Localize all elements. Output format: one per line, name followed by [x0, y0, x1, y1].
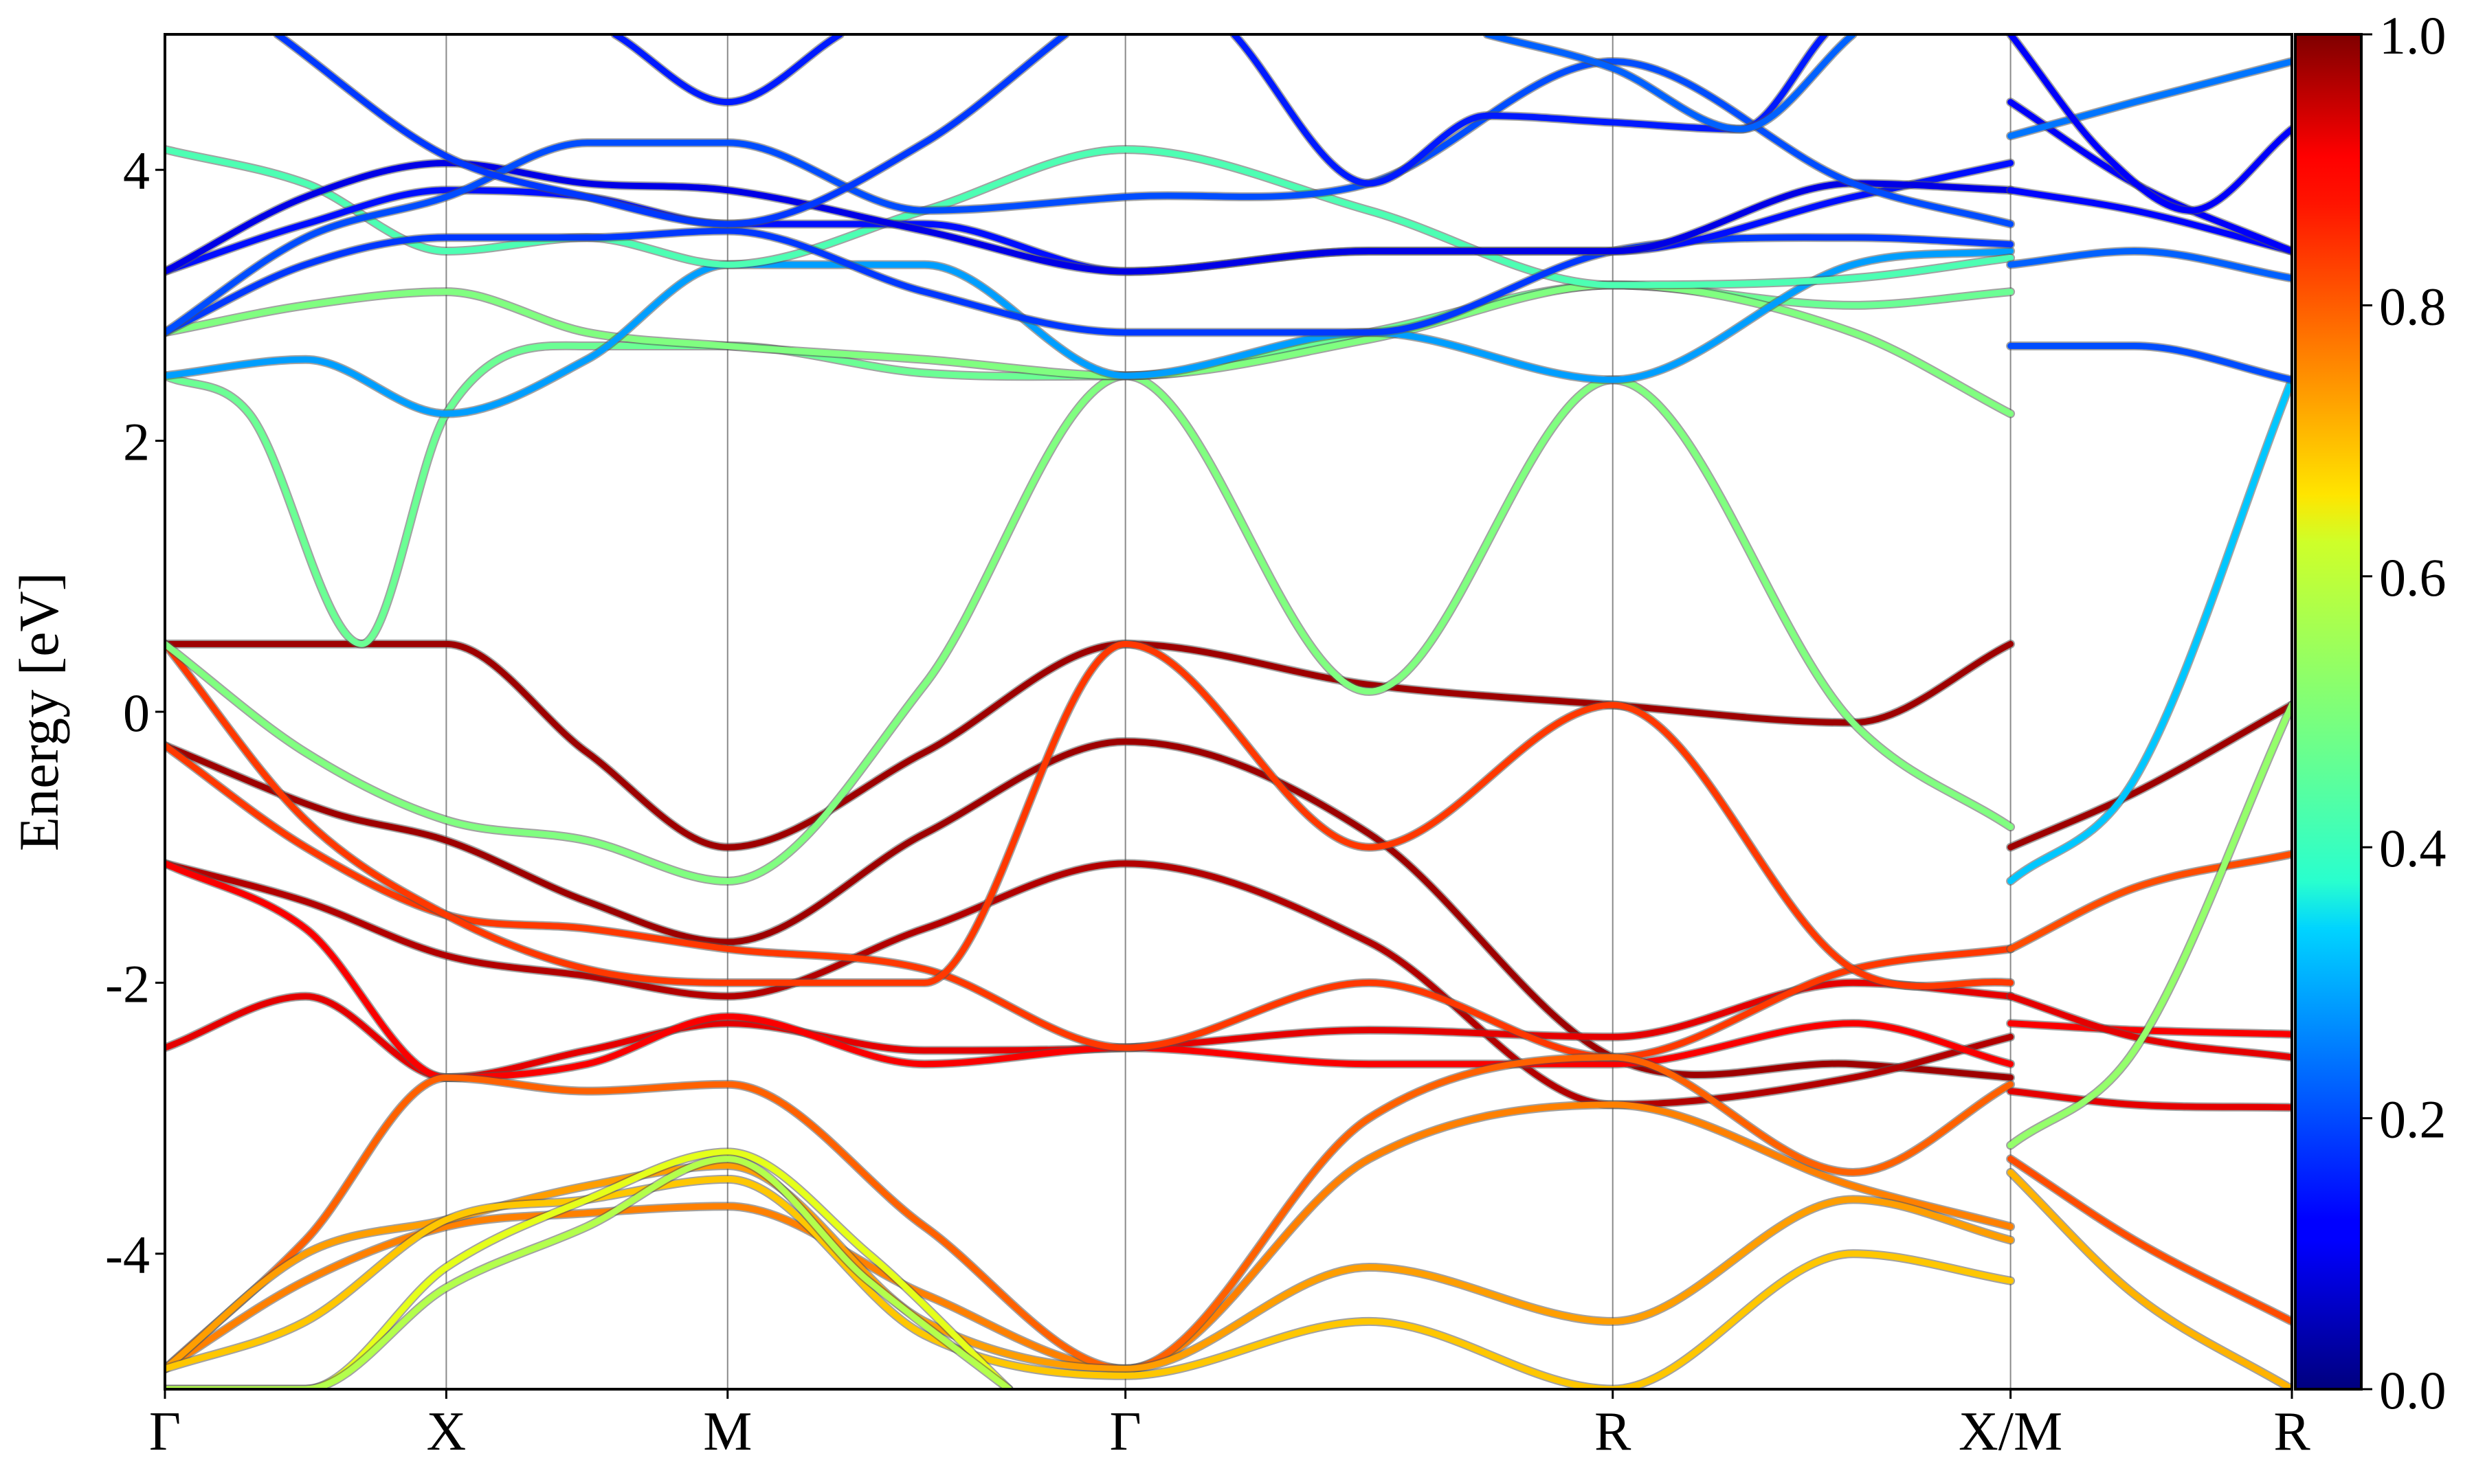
- band-line: [165, 159, 2014, 275]
- band-line: [165, 1101, 2014, 1372]
- y-axis: 4 2 0 -2 -4: [105, 141, 165, 1285]
- x-tick-label: X: [427, 1402, 467, 1462]
- bands-layer: [165, 34, 2292, 1389]
- band-outline: [2006, 1167, 2292, 1389]
- band-line: [165, 282, 2014, 647]
- band-outline: [165, 978, 2016, 1082]
- band-line: [1484, 34, 1856, 133]
- x-tick-label: M: [703, 1402, 752, 1462]
- colorbar-tick-label: 0.4: [2379, 818, 2447, 878]
- band-line: [165, 159, 2014, 275]
- band-outline: [2006, 247, 2292, 283]
- band-line: [2007, 58, 2292, 139]
- colorbar-ticks: 0.0 0.2 0.4 0.6 0.8 1.0: [2361, 5, 2447, 1420]
- band-line: [165, 1054, 2014, 1372]
- band-line: [2007, 343, 2292, 383]
- band-line: [165, 248, 2014, 417]
- band-line: [165, 372, 2014, 884]
- band-line: [2007, 1169, 2292, 1389]
- band-line: [165, 58, 2014, 336]
- band-outline: [2006, 341, 2292, 385]
- colorbar-tick-label: 0.0: [2379, 1360, 2447, 1420]
- band-line: [2007, 701, 2292, 1149]
- band-line: [2007, 187, 2292, 255]
- x-tick-label: R: [1594, 1402, 1631, 1462]
- band-outline: [165, 1100, 2016, 1373]
- colorbar-gradient: [2294, 33, 2363, 1391]
- band-line: [165, 146, 2014, 289]
- y-tick-label: -4: [105, 1225, 150, 1285]
- band-line: [2007, 376, 2292, 884]
- y-tick-label: 0: [123, 683, 150, 743]
- colorbar-tick-label: 1.0: [2379, 5, 2447, 65]
- band-line: [165, 640, 2014, 851]
- band-line: [165, 640, 2014, 989]
- band-line: [2007, 701, 2292, 851]
- y-axis-label: Energy [eV]: [8, 572, 70, 851]
- band-line: [2007, 34, 2292, 214]
- band-line: [165, 860, 2014, 1108]
- band-line: [2007, 1020, 2292, 1037]
- y-tick-label: -2: [105, 954, 150, 1013]
- band-line: [165, 860, 2014, 1081]
- colorbar-tick-label: 0.2: [2379, 1090, 2447, 1149]
- x-tick-label: X/M: [1959, 1402, 2062, 1462]
- band-line: [2007, 1088, 2292, 1111]
- band-line: [2007, 851, 2292, 952]
- band-line: [165, 979, 2014, 1081]
- y-tick-label: 4: [123, 141, 150, 201]
- band-line: [165, 1176, 2014, 1389]
- band-line: [274, 34, 1069, 227]
- band-outline: [165, 371, 2016, 886]
- band-line: [165, 738, 2014, 1081]
- band-line: [2007, 1156, 2292, 1325]
- band-outline: [165, 280, 2016, 649]
- colorbar-tick-label: 0.6: [2379, 548, 2447, 607]
- x-tick-label: R: [2273, 1402, 2310, 1462]
- colorbar: 0.0 0.2 0.4 0.6 0.8 1.0: [2294, 5, 2447, 1420]
- band-line: [165, 282, 2014, 417]
- colorbar-tick-label: 0.8: [2379, 276, 2447, 336]
- band-outline: [2006, 849, 2292, 954]
- y-tick-label: 2: [123, 412, 150, 472]
- band-line: [2007, 993, 2292, 1061]
- band-line: [2007, 248, 2292, 282]
- x-tick-label: Γ: [149, 1402, 181, 1462]
- band-line: [612, 34, 844, 106]
- x-axis: Γ X M Γ R X/M R: [149, 1389, 2310, 1462]
- band-outline: [165, 859, 2016, 1110]
- x-tick-label: Γ: [1110, 1402, 1141, 1462]
